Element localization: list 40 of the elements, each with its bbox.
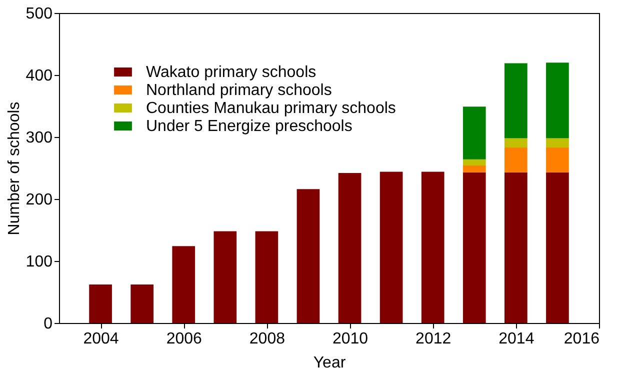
bar xyxy=(504,148,528,172)
bar xyxy=(380,172,403,323)
bar xyxy=(546,62,569,138)
x-tick-label: 2004 xyxy=(83,330,119,348)
x-axis-title: Year xyxy=(313,354,346,371)
bar xyxy=(172,246,196,323)
bar xyxy=(421,172,444,323)
y-tick-label: 300 xyxy=(26,130,53,146)
x-tick-label: 2016 xyxy=(564,330,600,348)
x-tick-label: 2008 xyxy=(249,330,286,348)
bar xyxy=(214,231,237,323)
y-tick-label: 200 xyxy=(26,192,53,208)
x-tick-label: 2006 xyxy=(166,330,202,348)
bar xyxy=(504,63,528,138)
bar xyxy=(462,172,486,323)
bar xyxy=(546,172,569,323)
legend-label: Wakato primary schools xyxy=(146,64,316,81)
bar xyxy=(296,189,320,323)
bar xyxy=(130,284,154,323)
bar xyxy=(462,106,486,160)
bar xyxy=(462,166,486,172)
y-tick-label: 100 xyxy=(26,254,53,270)
bar xyxy=(255,231,278,323)
bar xyxy=(338,172,362,323)
bar xyxy=(546,148,569,172)
bar xyxy=(546,138,569,148)
bar xyxy=(89,284,112,323)
y-axis-title: Number of schools xyxy=(6,102,23,236)
bar xyxy=(504,138,528,148)
legend-label: Northland primary schools xyxy=(146,82,332,99)
y-tick-label: 0 xyxy=(44,316,53,332)
x-tick-label: 2014 xyxy=(498,330,534,348)
legend-label: Counties Manukau primary schools xyxy=(146,100,396,117)
x-tick-label: 2010 xyxy=(332,330,368,348)
legend-label: Under 5 Energize preschools xyxy=(146,118,352,135)
x-tick-label: 2012 xyxy=(416,330,452,348)
y-tick-label: 400 xyxy=(26,68,53,84)
bar xyxy=(504,172,528,323)
bar xyxy=(462,159,486,166)
y-tick-label: 500 xyxy=(26,6,53,22)
